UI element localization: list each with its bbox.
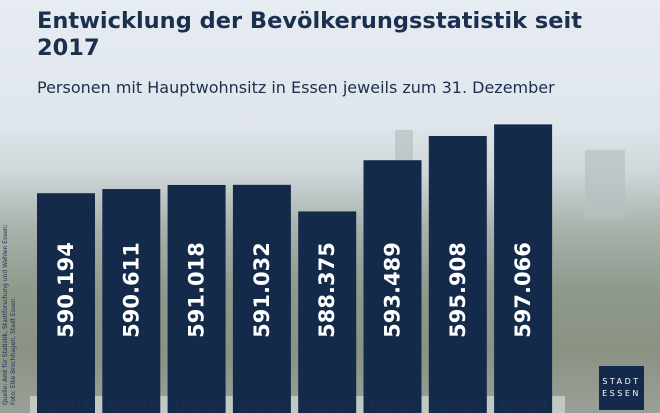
bar	[298, 211, 357, 413]
data-label: 590.194	[54, 242, 78, 338]
bar	[37, 193, 95, 413]
background-building	[585, 150, 625, 220]
x-tick-label: 12/2022	[369, 399, 417, 413]
bar	[494, 124, 553, 413]
bar	[363, 160, 422, 413]
x-tick-label: 12/2018	[107, 399, 155, 413]
data-label: 593.489	[381, 242, 405, 338]
data-label: 588.375	[315, 242, 339, 338]
data-label: 597.066	[511, 242, 535, 338]
data-label: 591.032	[250, 242, 274, 338]
data-label: 595.908	[446, 242, 470, 338]
x-tick-label: 12/2023	[434, 399, 482, 413]
source-line: Quelle: Amt für Statistik, Stadtforschun…	[2, 224, 9, 405]
logo-line: ESSEN	[602, 389, 641, 398]
chart-title: Entwicklung der Bevölkerungsstatistik se…	[37, 8, 582, 61]
x-tick-label: 12/2017	[42, 399, 90, 413]
bar	[167, 184, 226, 413]
x-tick-label: 12/2019	[173, 399, 221, 413]
data-label: 591.018	[185, 242, 209, 338]
x-tick-label: 12/2021	[303, 399, 351, 413]
x-tick-label: 12/2020	[238, 399, 286, 413]
bar	[102, 189, 161, 413]
data-label: 590.611	[119, 242, 143, 338]
chart-subtitle: Personen mit Hauptwohnsitz in Essen jewe…	[37, 78, 555, 97]
bar	[428, 135, 487, 413]
stadt-essen-logo: STADT ESSEN	[599, 366, 644, 410]
bar	[232, 184, 291, 413]
source-note: Quelle: Amt für Statistik, Stadtforschun…	[2, 224, 18, 405]
photo-credit: Foto: Elke Brochhagen, Stadt Essen.	[10, 296, 17, 405]
x-tick-label: 12/2024	[499, 399, 547, 413]
logo-line: STADT	[602, 377, 641, 386]
